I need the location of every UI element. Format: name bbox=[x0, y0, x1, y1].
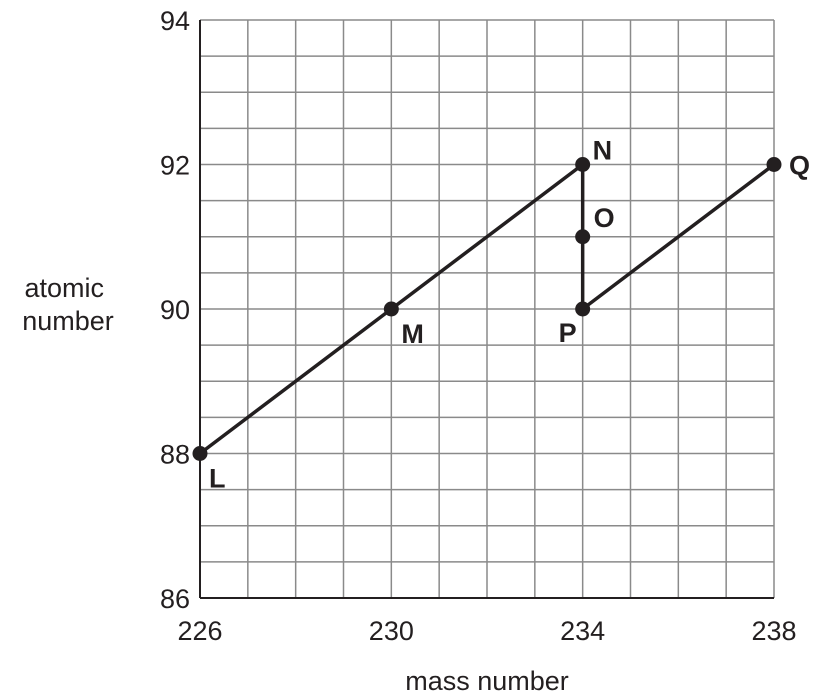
point-L bbox=[192, 446, 208, 461]
x-tick-label: 230 bbox=[369, 616, 414, 646]
y-tick-label: 88 bbox=[160, 440, 190, 470]
x-axis-label: mass number bbox=[405, 666, 569, 696]
axes bbox=[199, 20, 774, 599]
point-label-P: P bbox=[559, 318, 577, 348]
x-tick-label: 238 bbox=[751, 616, 796, 646]
data-points: L M N O P Q bbox=[192, 136, 810, 494]
tick-labels: 226 230 234 238 86 88 90 92 94 bbox=[160, 6, 797, 646]
y-axis-label-line-1: atomic bbox=[24, 273, 104, 303]
y-axis-label-line-2: number bbox=[22, 306, 114, 336]
x-tick-label: 226 bbox=[177, 616, 222, 646]
y-tick-label: 90 bbox=[160, 295, 190, 325]
point-label-L: L bbox=[209, 464, 226, 494]
y-axis-label: atomic number bbox=[22, 273, 114, 336]
point-label-M: M bbox=[401, 319, 424, 349]
point-P bbox=[575, 301, 591, 317]
decay-segment-P-Q bbox=[580, 162, 776, 311]
y-tick-label: 94 bbox=[160, 6, 190, 36]
point-label-Q: Q bbox=[789, 151, 810, 181]
point-O bbox=[575, 229, 591, 245]
x-tick-label: 234 bbox=[560, 616, 605, 646]
point-M bbox=[383, 301, 399, 317]
y-tick-label: 92 bbox=[160, 151, 190, 181]
grid bbox=[199, 19, 775, 599]
point-N bbox=[575, 157, 591, 172]
y-tick-label: 86 bbox=[160, 584, 190, 614]
point-Q bbox=[766, 157, 782, 172]
point-label-O: O bbox=[594, 203, 615, 233]
point-label-N: N bbox=[593, 136, 613, 166]
